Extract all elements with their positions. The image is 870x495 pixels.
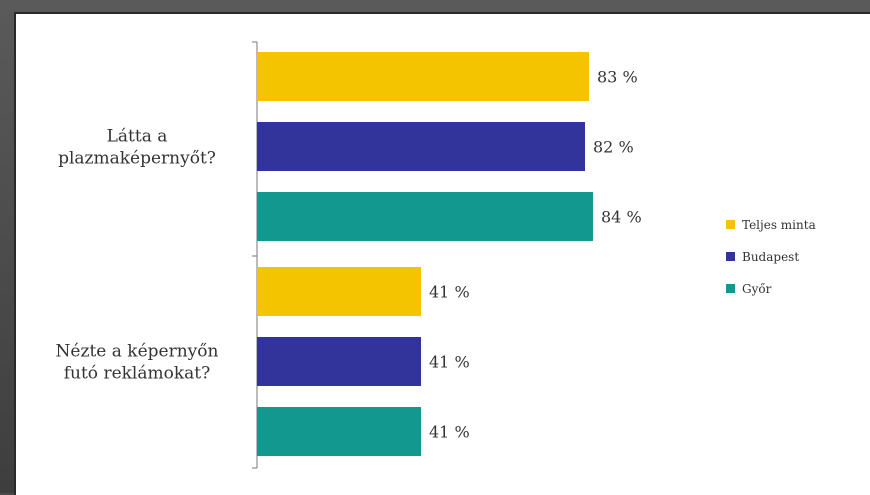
category-label: futó reklámokat?	[64, 364, 211, 384]
bar-győr-0	[257, 192, 593, 241]
legend-swatch	[726, 284, 735, 293]
category-label: Nézte a képernyőn	[56, 342, 219, 362]
legend: Teljes minta Budapest Győr	[726, 218, 816, 296]
legend-label: Budapest	[742, 250, 799, 264]
bar-teljes-minta-0	[257, 52, 589, 101]
legend-label: Teljes minta	[742, 218, 816, 232]
data-label: 41 %	[429, 353, 470, 372]
data-label: 82 %	[593, 138, 634, 157]
legend-label: Győr	[742, 282, 772, 296]
category-label: Látta a	[107, 127, 168, 147]
data-label: 84 %	[601, 208, 642, 227]
legend-swatch	[726, 252, 735, 261]
bar-budapest-0	[257, 122, 585, 171]
bars-layer	[257, 52, 593, 456]
legend-swatch	[726, 220, 735, 229]
data-label: 41 %	[429, 423, 470, 442]
data-label: 41 %	[429, 283, 470, 302]
category-label: plazmaképernyőt?	[58, 149, 216, 169]
bar-teljes-minta-1	[257, 267, 421, 316]
bar-budapest-1	[257, 337, 421, 386]
axis-layer	[252, 41, 258, 469]
data-label: 83 %	[597, 68, 638, 87]
bar-győr-1	[257, 407, 421, 456]
